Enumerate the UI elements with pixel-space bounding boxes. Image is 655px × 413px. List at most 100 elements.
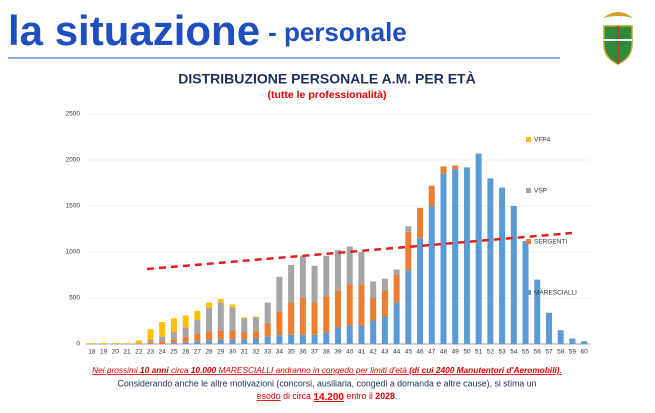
y-tick-label: 2500	[66, 111, 81, 118]
x-tick-label: 20	[112, 349, 120, 356]
bar-segment	[358, 284, 365, 326]
bar-segment	[288, 302, 295, 335]
footer-line1: Nei prossimi 10 anni circa 10.000 MARESC…	[92, 365, 562, 375]
bar-segment	[545, 312, 552, 344]
bar-segment	[440, 173, 447, 344]
bar-segment	[428, 185, 435, 206]
x-tick-label: 31	[241, 349, 249, 356]
x-tick-label: 48	[440, 349, 448, 356]
bar-segment	[159, 321, 166, 337]
x-tick-label: 19	[100, 349, 108, 356]
text-segment: circa	[169, 365, 191, 375]
y-tick-label: 500	[69, 295, 80, 302]
x-tick-label: 30	[229, 349, 237, 356]
bar-segment	[241, 339, 248, 344]
x-tick-label: 27	[194, 349, 202, 356]
text-segment: 10.000	[191, 365, 217, 375]
x-tick-label: 21	[123, 349, 131, 356]
bar-segment	[405, 231, 412, 271]
x-tick-label: 56	[534, 349, 542, 356]
bar-segment	[463, 167, 470, 344]
bar-segment	[135, 340, 142, 344]
bar-segment	[206, 340, 213, 344]
x-tick-label: 22	[135, 349, 143, 356]
bar-segment	[417, 238, 424, 344]
x-tick-label: 38	[323, 349, 331, 356]
bar-segment	[241, 318, 248, 333]
x-tick-label: 29	[217, 349, 225, 356]
bar-segment	[159, 341, 166, 344]
bar-segment	[452, 165, 459, 170]
bar-segment	[170, 318, 177, 333]
bar-segment	[311, 334, 318, 344]
bar-segment	[217, 339, 224, 344]
bar-segment	[170, 339, 177, 344]
x-tick-label: 50	[463, 349, 471, 356]
bar-segment	[241, 332, 248, 340]
y-tick-label: 0	[76, 341, 80, 348]
legend-swatch	[526, 188, 531, 193]
bar-segment	[135, 343, 142, 344]
bar-segment	[323, 296, 330, 333]
bar-segment	[147, 339, 154, 343]
text-segment: .	[395, 391, 397, 401]
x-tick-label: 36	[299, 349, 307, 356]
x-tick-label: 53	[498, 349, 506, 356]
bar-segment	[335, 250, 341, 291]
bar-segment	[100, 343, 107, 344]
bar-segment	[405, 270, 412, 344]
text-segment: 14.200	[313, 392, 344, 403]
bar-segment	[475, 153, 482, 344]
legend-swatch	[526, 137, 531, 142]
bar-segment	[557, 330, 564, 344]
bar-segment	[335, 290, 341, 328]
y-tick-label: 1000	[66, 249, 81, 256]
bar-segment	[358, 325, 365, 344]
text-segment: Nei prossimi	[92, 365, 140, 375]
x-tick-label: 33	[264, 349, 272, 356]
bar-segment	[370, 281, 377, 298]
legend-label: VFP4	[534, 137, 551, 144]
slide-title: la situazione - personale	[8, 7, 407, 54]
bar-segment	[252, 317, 259, 332]
bar-segment	[124, 343, 131, 344]
bar-segment	[440, 166, 447, 174]
bar-segment	[182, 342, 189, 344]
title-main: la situazione	[8, 7, 260, 54]
text-segment: entro il	[344, 391, 375, 401]
bar-segment	[499, 187, 506, 344]
x-tick-label: 49	[452, 349, 460, 356]
x-tick-label: 55	[522, 349, 530, 356]
bar-segment	[569, 338, 576, 344]
bar-segment	[358, 252, 365, 285]
bar-segment	[229, 330, 236, 340]
bar-segment	[112, 343, 119, 344]
x-tick-label: 47	[428, 349, 436, 356]
bar-segment	[381, 278, 388, 291]
x-tick-label: 42	[370, 349, 378, 356]
bar-segment	[182, 327, 189, 337]
bar-segment	[229, 307, 236, 331]
bar-segment	[252, 338, 259, 344]
bar-segment	[299, 334, 306, 344]
bar-segment	[194, 310, 201, 321]
x-tick-label: 35	[287, 349, 295, 356]
text-segment: esodo	[257, 391, 281, 401]
bar-segment	[159, 336, 166, 342]
x-tick-label: 41	[358, 349, 366, 356]
bar-segment	[405, 226, 412, 232]
bar-segment	[229, 339, 236, 344]
bar-segment	[241, 317, 248, 319]
bar-segment	[299, 255, 306, 298]
x-tick-label: 52	[487, 349, 495, 356]
bar-segment	[346, 246, 353, 285]
x-tick-label: 51	[475, 349, 483, 356]
bar-segment	[264, 302, 271, 323]
bar-segment	[206, 302, 213, 309]
bar-segment	[288, 334, 295, 344]
legend-label: VSP	[534, 188, 547, 195]
bar-segment	[323, 255, 330, 297]
x-tick-label: 57	[545, 349, 553, 356]
